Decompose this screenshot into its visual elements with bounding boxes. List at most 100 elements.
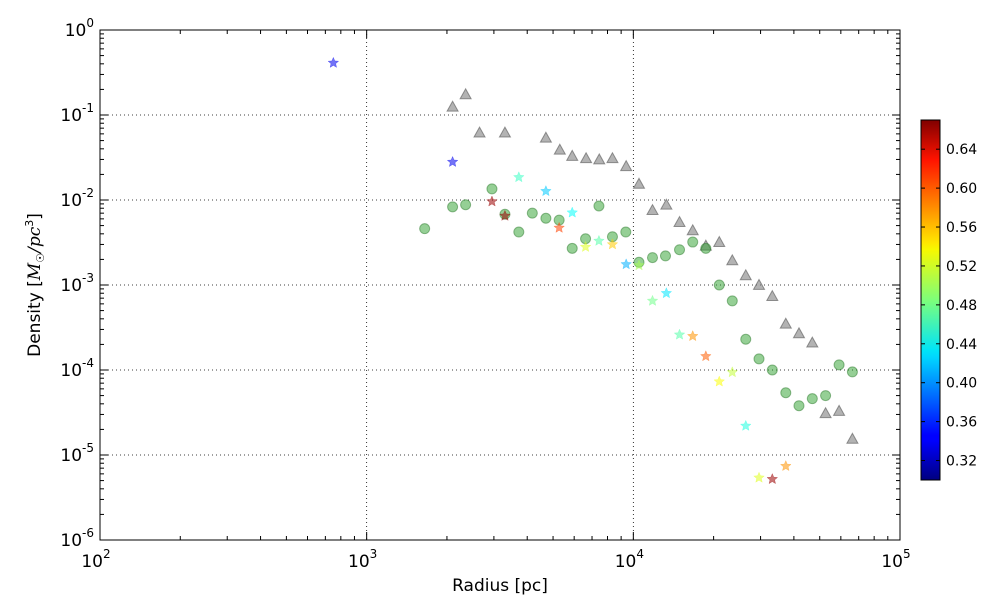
star-point <box>579 240 592 252</box>
y-axis-label: Density [M☉/pc3] <box>23 213 47 357</box>
triangle-point <box>539 131 553 143</box>
colorbar-tick-label: 0.52 <box>946 259 977 275</box>
colorbar-tick-label: 0.36 <box>946 415 977 431</box>
triangle-point <box>619 159 633 172</box>
triangle-point <box>765 289 779 302</box>
circle-point <box>447 201 459 213</box>
data-points <box>327 56 859 485</box>
colorbar-ticks: 0.32 0.36 0.40 0.44 0.48 0.52 0.56 0.60 0.64 <box>921 142 977 470</box>
star-point <box>446 155 459 167</box>
circle-point <box>687 236 699 248</box>
triangle-point <box>819 406 832 419</box>
y-tick-label: 10-6 <box>60 526 94 551</box>
star-point <box>699 350 712 362</box>
y-axis-label-end: ] <box>25 213 45 220</box>
colorbar-tick-label: 0.40 <box>946 376 977 392</box>
y-tick-label: 10-1 <box>60 101 94 126</box>
circle-point <box>419 223 431 235</box>
triangle-point <box>565 149 579 161</box>
star-point <box>766 472 779 485</box>
x-tick-label: 104 <box>615 547 644 572</box>
circle-point <box>766 364 778 376</box>
triangle-point <box>752 278 766 290</box>
y-tick-label: 10-2 <box>60 186 94 211</box>
star-point <box>486 195 498 207</box>
x-tick-label: 103 <box>348 547 377 572</box>
y-tick-labels: 10-6 10-5 10-4 10-3 10-2 10-1 100 <box>60 16 94 551</box>
colorbar-tick-label: 0.60 <box>946 181 977 197</box>
triangle-point <box>632 177 646 189</box>
circle-point <box>726 295 738 307</box>
colorbar-tick-label: 0.32 <box>946 454 977 470</box>
colorbar-gradient <box>920 119 941 481</box>
star-point <box>327 56 340 68</box>
y-axis-label-text: Density [ <box>25 280 45 357</box>
colorbar-tick-label: 0.48 <box>946 298 977 314</box>
circle-point <box>780 387 792 399</box>
x-tick-label: 105 <box>881 547 910 572</box>
triangle-point <box>846 432 859 444</box>
star-point <box>620 258 633 270</box>
triangle-point <box>553 143 567 155</box>
triangle-point <box>498 126 512 138</box>
star-point <box>753 471 765 483</box>
circle-point <box>806 393 818 405</box>
y-tick-label: 10-5 <box>60 441 94 466</box>
x-tick-label: 102 <box>81 547 110 572</box>
star-point <box>660 287 673 299</box>
triangle-point <box>792 326 806 339</box>
circle-point <box>540 212 552 224</box>
triangle-point <box>446 100 459 112</box>
star-point <box>726 366 739 378</box>
triangle-point <box>592 152 606 165</box>
circle-point <box>566 242 578 254</box>
circle-point <box>513 226 525 238</box>
star-point <box>713 375 726 387</box>
circle-point <box>460 199 472 211</box>
triangle-point <box>646 203 659 216</box>
y-axis-label-sup: 3 <box>23 220 36 227</box>
star-point <box>739 419 752 431</box>
circle-point <box>833 359 845 371</box>
star-point <box>512 171 525 183</box>
y-axis-label-math: M <box>25 262 45 281</box>
circle-point <box>647 252 659 264</box>
triangle-point <box>832 404 846 416</box>
star-point <box>779 459 792 472</box>
circle-point <box>740 333 752 345</box>
colorbar-tick-label: 0.56 <box>946 220 977 236</box>
circle-point <box>593 200 605 212</box>
circle-point <box>820 390 832 402</box>
circle-point <box>526 207 538 219</box>
circle-point <box>674 244 686 256</box>
triangle-point <box>660 198 673 210</box>
y-tick-label: 10-3 <box>60 271 94 296</box>
axis-ticks <box>99 29 901 541</box>
triangle-point <box>473 126 486 138</box>
star-point <box>540 185 552 197</box>
x-axis-label: Radius [pc] <box>452 576 548 596</box>
circle-point <box>713 279 725 291</box>
circle-point <box>700 242 712 254</box>
colorbar-tick-label: 0.64 <box>946 142 977 158</box>
circle-point <box>846 366 858 378</box>
triangle-point <box>459 87 472 100</box>
star-point <box>499 209 511 221</box>
star-point <box>686 330 699 342</box>
circle-point <box>753 353 765 365</box>
triangle-point <box>606 151 619 164</box>
circle-point <box>486 183 498 195</box>
star-point <box>593 234 605 246</box>
x-tick-labels: 102 103 104 105 <box>81 547 910 572</box>
y-axis-label-sub: ☉ <box>34 253 47 263</box>
star-point <box>673 328 686 340</box>
circle-point <box>659 250 671 262</box>
circle-point <box>793 400 805 412</box>
y-tick-label: 10-4 <box>60 356 94 381</box>
y-tick-label: 100 <box>65 16 94 41</box>
triangle-point <box>779 317 793 329</box>
triangle-point <box>725 253 739 266</box>
star-point <box>553 221 565 233</box>
circle-point <box>620 226 632 238</box>
triangle-point <box>579 151 593 164</box>
